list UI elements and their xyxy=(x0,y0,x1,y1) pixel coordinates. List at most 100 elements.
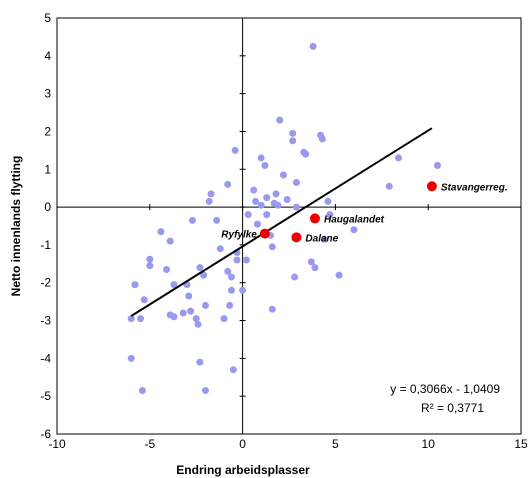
data-point xyxy=(263,194,271,202)
data-point xyxy=(140,296,148,304)
data-point xyxy=(163,265,171,273)
data-point xyxy=(268,305,276,313)
data-point xyxy=(205,197,213,205)
data-point xyxy=(231,146,239,154)
region-point xyxy=(259,228,270,239)
y-tick-label: -2 xyxy=(40,276,51,290)
data-point xyxy=(137,315,145,323)
data-point xyxy=(207,190,215,198)
data-point xyxy=(170,281,178,289)
x-axis-title: Endring arbeidsplasser xyxy=(176,463,310,477)
data-point xyxy=(201,301,209,309)
region-label: Haugalandet xyxy=(324,214,385,225)
y-tick-label: 0 xyxy=(44,200,51,214)
y-axis-title: Netto innenlands flytting xyxy=(9,156,23,297)
data-point xyxy=(283,196,291,204)
r-squared-label: R² = 0,3771 xyxy=(421,401,484,415)
data-point xyxy=(276,116,284,124)
y-tick-label: 4 xyxy=(44,49,51,63)
region-point xyxy=(426,181,437,192)
data-point xyxy=(127,315,135,323)
y-tick-label: 3 xyxy=(44,87,51,101)
y-tick-label: 1 xyxy=(44,162,51,176)
data-point xyxy=(138,387,146,395)
data-point xyxy=(250,186,258,194)
data-point xyxy=(242,256,250,264)
data-point xyxy=(324,197,332,205)
data-point xyxy=(253,220,261,228)
data-point xyxy=(227,273,235,281)
x-tick-label: -5 xyxy=(144,437,155,451)
data-point xyxy=(188,216,196,224)
region-label: Stavangerreg. xyxy=(441,182,508,193)
data-point xyxy=(395,154,403,162)
y-tick-label: 2 xyxy=(44,124,51,138)
data-point xyxy=(157,228,165,236)
data-point xyxy=(279,171,287,179)
data-point xyxy=(216,245,224,253)
region-point xyxy=(291,232,302,243)
data-point xyxy=(257,154,265,162)
data-point xyxy=(274,201,282,209)
data-point xyxy=(196,358,204,366)
data-point xyxy=(268,243,276,251)
data-point xyxy=(224,267,232,275)
data-point xyxy=(335,271,343,279)
data-point xyxy=(226,301,234,309)
municipality-points xyxy=(127,42,441,395)
y-tick-label: -1 xyxy=(40,238,51,252)
data-point xyxy=(272,190,280,198)
data-point xyxy=(244,211,252,219)
data-point xyxy=(196,264,204,272)
region-label: Ryfylke xyxy=(221,230,257,241)
data-point xyxy=(187,307,195,315)
data-point xyxy=(307,258,315,266)
data-point xyxy=(170,313,178,321)
data-point xyxy=(146,262,154,270)
data-point xyxy=(224,180,232,188)
data-point xyxy=(200,271,208,279)
data-point xyxy=(257,201,265,209)
y-tick-label: -5 xyxy=(40,389,51,403)
data-point xyxy=(292,179,300,187)
data-point xyxy=(192,315,200,323)
data-point xyxy=(220,315,228,323)
plot-area xyxy=(56,17,522,435)
data-point xyxy=(433,161,441,169)
axes xyxy=(57,18,521,434)
data-point xyxy=(291,273,299,281)
data-point xyxy=(385,182,393,190)
data-point xyxy=(131,281,139,289)
data-point xyxy=(233,256,241,264)
data-point xyxy=(201,387,209,395)
x-tick-label: 15 xyxy=(514,437,528,451)
data-point xyxy=(292,203,300,211)
x-tick-label: 0 xyxy=(239,437,246,451)
y-tick-label: -6 xyxy=(40,427,51,441)
data-point xyxy=(127,354,135,362)
y-tick-label: -4 xyxy=(40,351,51,365)
data-point xyxy=(326,211,334,219)
data-point xyxy=(311,264,319,272)
data-point xyxy=(350,226,358,234)
x-tick-label: -10 xyxy=(48,437,66,451)
data-point xyxy=(302,150,310,158)
data-point xyxy=(309,42,317,50)
region-point xyxy=(309,213,320,224)
x-tick-labels: -10 -5 0 5 10 15 xyxy=(48,204,528,451)
y-tick-label: 5 xyxy=(44,11,51,25)
data-point xyxy=(320,235,328,243)
data-point xyxy=(252,197,260,205)
data-point xyxy=(185,292,193,300)
data-point xyxy=(289,137,297,145)
data-point xyxy=(239,286,247,294)
data-point xyxy=(318,135,326,143)
region-points: Ryfylke Haugalandet Dalane Stavangerreg. xyxy=(221,181,508,244)
region-label: Dalane xyxy=(305,233,338,244)
trendline xyxy=(130,127,433,317)
data-point xyxy=(194,320,202,328)
data-point xyxy=(263,211,271,219)
trendline-equation: y = 0,3066x - 1,0409 xyxy=(390,382,500,396)
data-point xyxy=(261,161,269,169)
